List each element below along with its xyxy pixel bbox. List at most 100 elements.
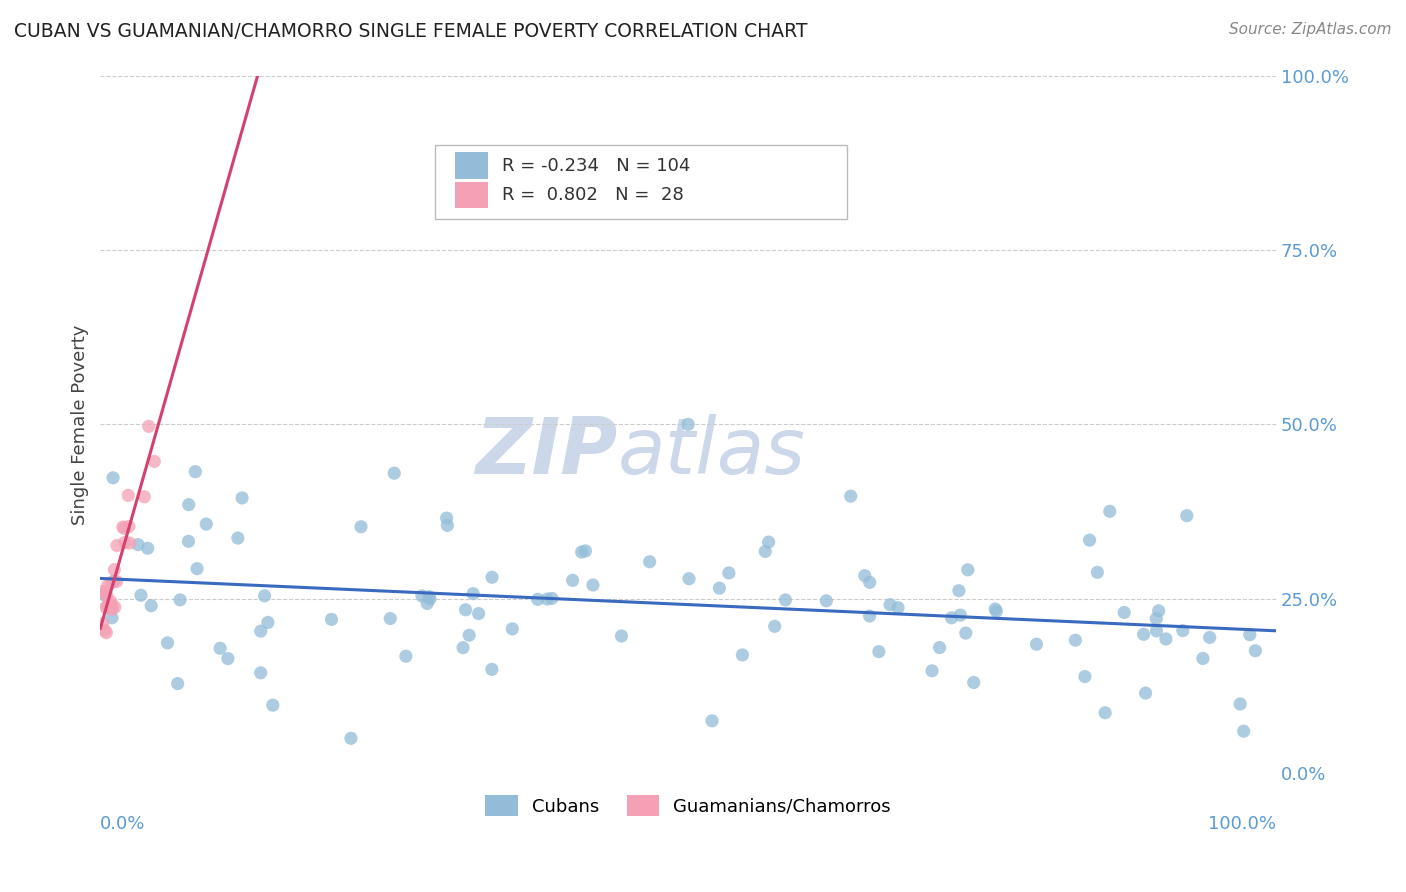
Point	[481, 570, 503, 584]
Point	[97, 578, 120, 592]
Point	[1198, 631, 1220, 645]
Point	[868, 645, 890, 659]
Legend: Cubans, Guamanians/Chamorros: Cubans, Guamanians/Chamorros	[478, 789, 898, 823]
Point	[94, 586, 117, 600]
Point	[91, 616, 114, 631]
Point	[955, 626, 977, 640]
Point	[411, 589, 433, 603]
Point	[839, 489, 862, 503]
Point	[1229, 697, 1251, 711]
Point	[217, 651, 239, 665]
Point	[541, 591, 564, 606]
Point	[177, 498, 200, 512]
Point	[775, 593, 797, 607]
Point	[111, 520, 134, 534]
Point	[103, 574, 125, 588]
Point	[1074, 669, 1097, 683]
Point	[231, 491, 253, 505]
Point	[105, 574, 128, 589]
Point	[103, 563, 125, 577]
Text: 0.0%: 0.0%	[100, 815, 146, 833]
Point	[418, 590, 440, 604]
Point	[321, 612, 343, 626]
Point	[638, 555, 661, 569]
Point	[100, 598, 122, 612]
Point	[463, 587, 485, 601]
FancyBboxPatch shape	[436, 145, 846, 219]
Point	[536, 592, 558, 607]
Text: R =  0.802   N =  28: R = 0.802 N = 28	[502, 186, 685, 203]
Point	[678, 572, 700, 586]
Text: Source: ZipAtlas.com: Source: ZipAtlas.com	[1229, 22, 1392, 37]
Point	[700, 714, 723, 728]
Point	[253, 589, 276, 603]
Point	[97, 599, 120, 613]
Point	[100, 595, 122, 609]
Point	[96, 589, 118, 603]
Point	[1239, 628, 1261, 642]
Point	[731, 648, 754, 662]
Point	[136, 541, 159, 556]
Point	[104, 600, 127, 615]
Point	[853, 568, 876, 582]
Point	[184, 465, 207, 479]
Point	[1064, 633, 1087, 648]
Point	[129, 588, 152, 602]
Point	[610, 629, 633, 643]
Point	[948, 583, 970, 598]
Point	[986, 604, 1008, 618]
Point	[380, 611, 402, 625]
Point	[105, 539, 128, 553]
Point	[963, 675, 986, 690]
Point	[96, 599, 118, 614]
Point	[257, 615, 280, 630]
Text: 100.0%: 100.0%	[1208, 815, 1277, 833]
Point	[1135, 686, 1157, 700]
FancyBboxPatch shape	[456, 182, 488, 208]
Point	[186, 562, 208, 576]
Point	[1171, 624, 1194, 638]
Point	[1025, 637, 1047, 651]
Point	[571, 545, 593, 559]
Text: ZIP: ZIP	[475, 414, 617, 491]
Point	[436, 518, 458, 533]
Point	[127, 538, 149, 552]
Point	[166, 676, 188, 690]
Point	[921, 664, 943, 678]
Point	[574, 544, 596, 558]
Point	[758, 535, 780, 549]
Point	[956, 563, 979, 577]
Point	[436, 511, 458, 525]
Point	[1154, 632, 1177, 646]
Point	[101, 602, 124, 616]
Point	[395, 649, 418, 664]
Point	[134, 490, 156, 504]
Point	[114, 535, 136, 549]
Point	[169, 593, 191, 607]
Point	[1078, 533, 1101, 548]
Point	[709, 581, 731, 595]
Point	[91, 584, 114, 599]
Y-axis label: Single Female Poverty: Single Female Poverty	[72, 324, 89, 524]
Point	[1094, 706, 1116, 720]
Point	[451, 640, 474, 655]
Point	[226, 531, 249, 545]
Point	[100, 575, 122, 590]
Point	[350, 520, 373, 534]
Point	[887, 600, 910, 615]
Point	[94, 600, 117, 615]
Point	[143, 454, 166, 468]
Point	[112, 521, 135, 535]
Point	[815, 594, 838, 608]
Point	[94, 624, 117, 638]
Point	[1233, 724, 1256, 739]
Point	[458, 628, 481, 642]
Point	[949, 608, 972, 623]
Point	[1192, 651, 1215, 665]
Point	[984, 602, 1007, 616]
Point	[928, 640, 950, 655]
Point	[138, 419, 160, 434]
Point	[582, 578, 605, 592]
Point	[209, 641, 232, 656]
Point	[1146, 624, 1168, 638]
